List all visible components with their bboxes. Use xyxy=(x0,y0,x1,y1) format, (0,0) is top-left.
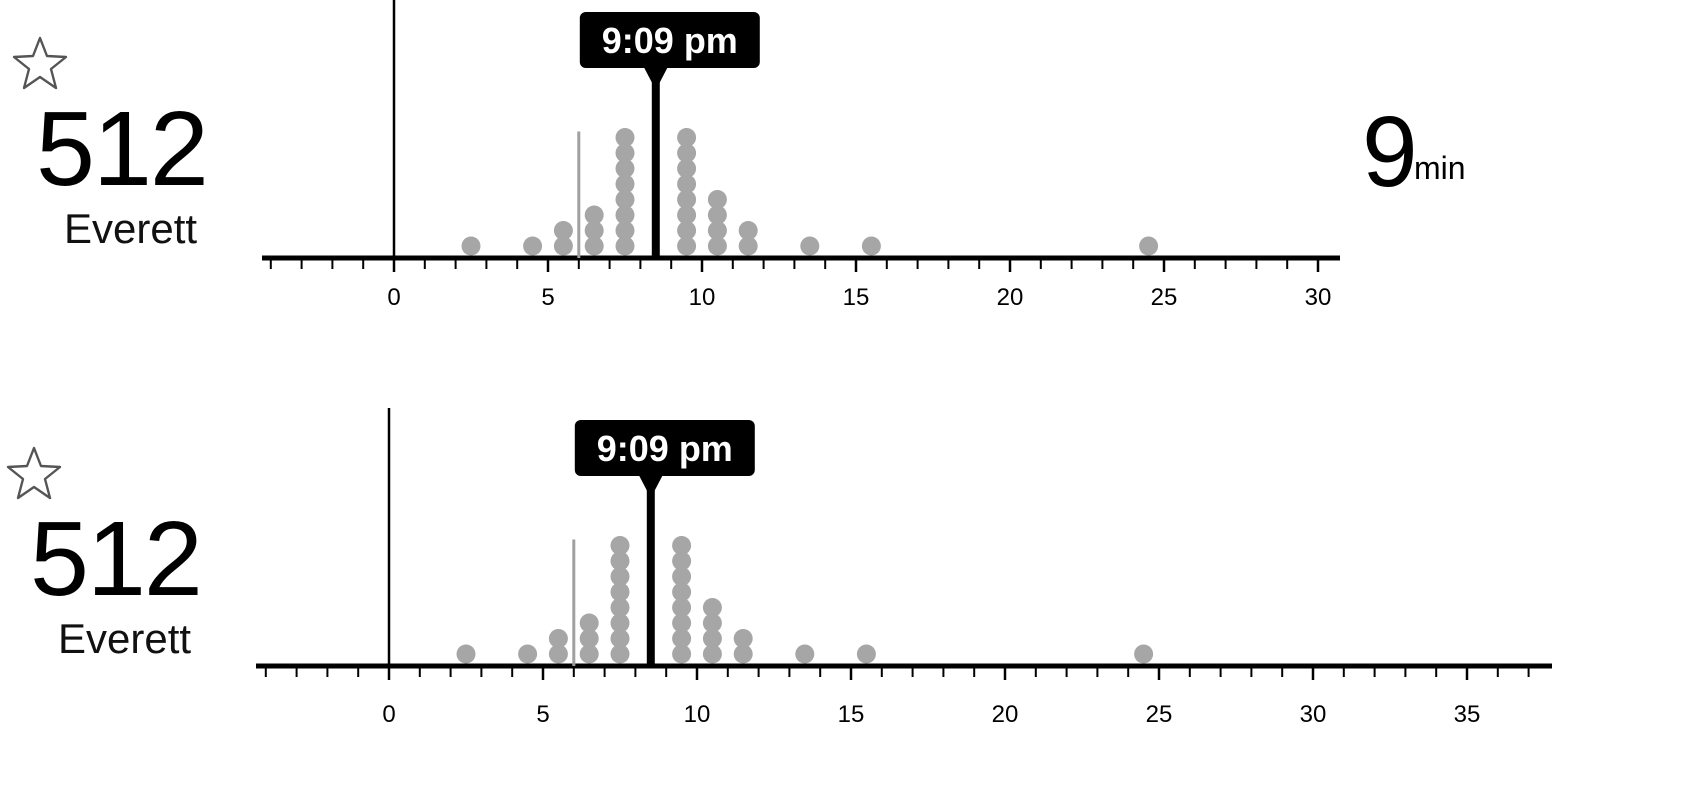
arrival-dot xyxy=(610,582,630,602)
arrival-dot xyxy=(615,205,635,225)
arrival-dot xyxy=(702,613,722,633)
arrival-dot xyxy=(1134,644,1154,664)
route-destination: Everett xyxy=(58,615,192,662)
arrival-dot xyxy=(707,190,727,209)
route-row[interactable]: 512 Everett 0 5 10 15 20 25 30 9:09 pm 9 min xyxy=(0,0,1708,400)
tick-label: 0 xyxy=(387,284,400,311)
arrival-distribution-plot: 0 5 10 15 20 25 30 9:09 pm xyxy=(262,0,1340,311)
route-number: 512 xyxy=(30,500,203,618)
arrival-dot xyxy=(677,205,697,225)
arrival-dot xyxy=(738,236,758,256)
arrival-dot xyxy=(610,567,630,586)
arrival-dot xyxy=(672,551,692,571)
tick-label: 30 xyxy=(1300,701,1327,728)
arrival-dot xyxy=(733,629,753,648)
departure-time-label: 9:09 pm xyxy=(597,428,733,469)
tick-label: 25 xyxy=(1146,701,1173,728)
arrival-dot xyxy=(672,629,692,648)
arrival-dot xyxy=(615,190,635,209)
arrival-dot xyxy=(610,551,630,571)
tick-label: 20 xyxy=(997,284,1024,311)
arrival-dot xyxy=(610,613,630,633)
arrival-dot xyxy=(672,644,692,664)
arrival-dot xyxy=(707,221,727,240)
arrival-dot xyxy=(584,221,604,240)
arrival-dot xyxy=(702,629,722,648)
arrival-dot xyxy=(677,143,697,163)
tick-label: 15 xyxy=(838,701,865,728)
arrival-dot xyxy=(579,613,599,633)
arrival-dot xyxy=(672,598,692,617)
arrival-dot xyxy=(610,536,630,555)
departure-time-label: 9:09 pm xyxy=(602,20,738,61)
arrival-dot xyxy=(610,644,630,664)
arrival-distribution-plot: 0 5 10 15 20 25 30 35 9:09 pm xyxy=(256,408,1552,728)
arrival-dot xyxy=(795,644,815,664)
arrival-dot xyxy=(677,159,697,178)
arrival-dot xyxy=(707,236,727,256)
arrival-dot xyxy=(702,644,722,664)
departure-time-badge xyxy=(574,420,755,476)
arrival-dot xyxy=(672,536,692,555)
route-row[interactable]: 512 Everett 0 5 10 15 20 25 30 35 9:09 pm xyxy=(0,408,1708,808)
arrival-dot xyxy=(548,644,568,664)
arrival-dot xyxy=(861,236,881,256)
arrival-dot xyxy=(672,582,692,602)
arrival-dot xyxy=(615,128,635,147)
arrival-dot xyxy=(672,567,692,586)
arrival-dot xyxy=(579,629,599,648)
arrival-dot xyxy=(856,644,876,664)
arrival-dot xyxy=(615,143,635,163)
arrival-dot xyxy=(615,236,635,256)
departure-time-badge xyxy=(579,12,760,68)
arrival-dot xyxy=(677,221,697,240)
arrival-dot xyxy=(1139,236,1159,256)
arrival-dot xyxy=(584,236,604,256)
route-destination: Everett xyxy=(64,205,198,252)
arrival-dot xyxy=(610,629,630,648)
arrival-dot xyxy=(610,598,630,617)
arrival-dot xyxy=(553,236,573,256)
route-number: 512 xyxy=(36,90,209,208)
arrival-dot xyxy=(548,629,568,648)
arrival-dot xyxy=(738,221,758,240)
tick-label: 35 xyxy=(1454,701,1481,728)
tick-label: 5 xyxy=(536,701,549,728)
arrival-dot xyxy=(702,598,722,617)
arrival-dot xyxy=(615,221,635,240)
arrival-dot xyxy=(456,644,476,664)
star-outline-icon[interactable] xyxy=(4,444,64,504)
arrival-dot xyxy=(461,236,481,256)
star-outline-icon[interactable] xyxy=(10,34,70,94)
arrival-dot xyxy=(584,205,604,225)
arrival-dot xyxy=(677,190,697,209)
arrival-dot xyxy=(523,236,543,256)
tick-label: 30 xyxy=(1305,284,1332,311)
arrival-dot xyxy=(677,236,697,256)
arrival-dot xyxy=(677,174,697,194)
arrival-dot xyxy=(615,159,635,178)
arrival-dot xyxy=(518,644,538,664)
departure-badge-pointer xyxy=(643,67,668,90)
tick-label: 25 xyxy=(1151,284,1178,311)
departure-badge-pointer xyxy=(638,475,663,498)
arrival-dot xyxy=(707,205,727,225)
tick-label: 20 xyxy=(992,701,1019,728)
tick-label: 15 xyxy=(843,284,870,311)
arrival-dot xyxy=(677,128,697,147)
tick-label: 10 xyxy=(684,701,711,728)
arrival-dot xyxy=(579,644,599,664)
arrival-dot xyxy=(672,613,692,633)
arrival-dot xyxy=(733,644,753,664)
tick-label: 5 xyxy=(541,284,554,311)
arrival-dot xyxy=(553,221,573,240)
eta-value: 9 xyxy=(1362,96,1418,208)
arrival-dot xyxy=(800,236,820,256)
eta-unit: min xyxy=(1414,150,1466,186)
tick-label: 10 xyxy=(689,284,716,311)
tick-label: 0 xyxy=(382,701,395,728)
arrival-dot xyxy=(615,174,635,194)
